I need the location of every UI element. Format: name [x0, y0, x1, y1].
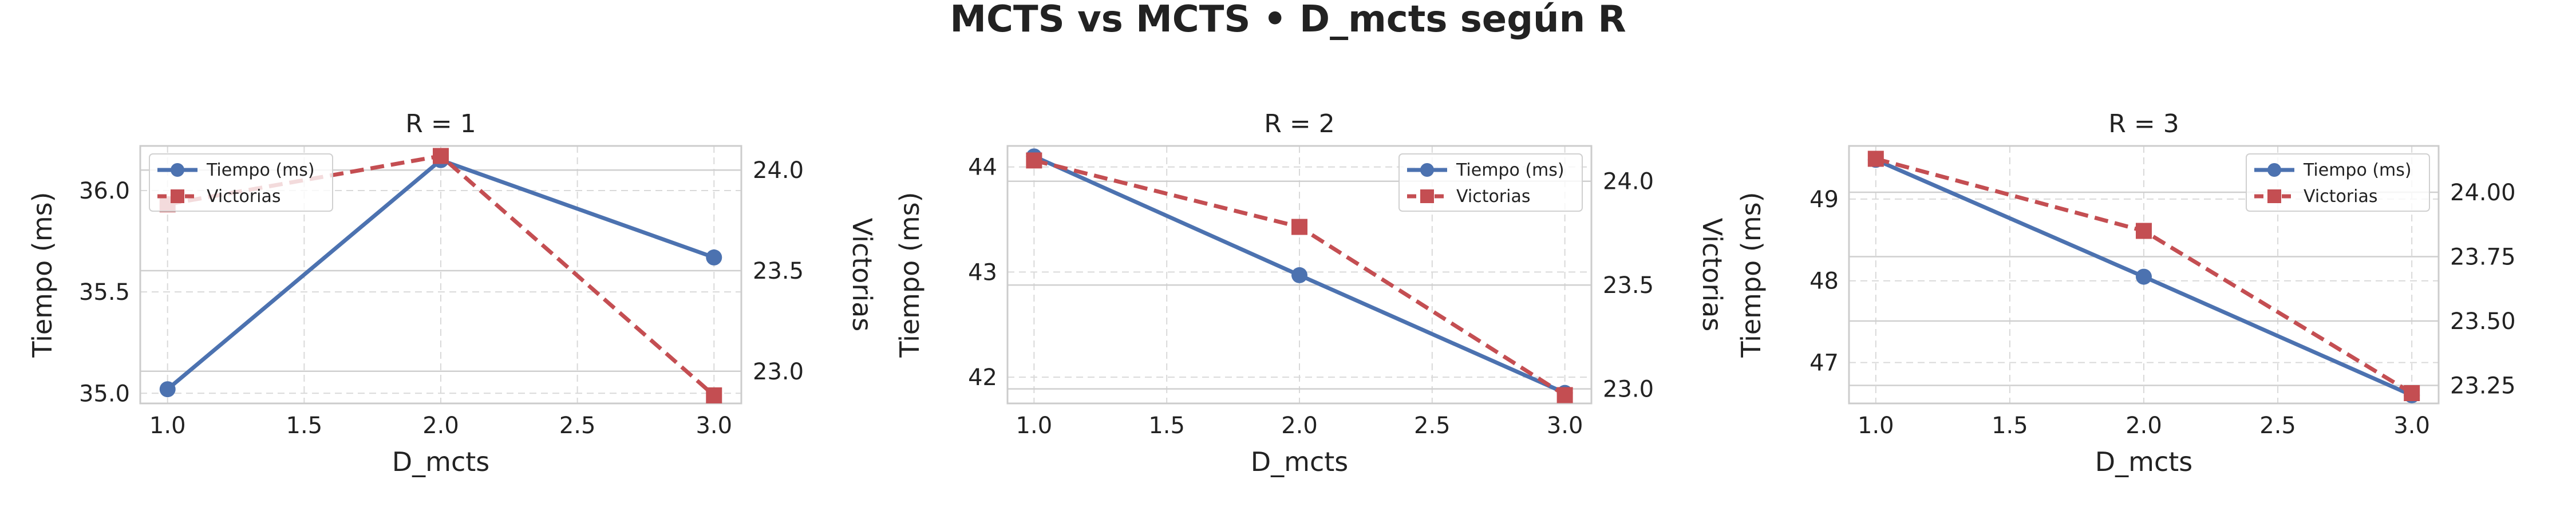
y-left-tick-label: 49 — [1809, 187, 1839, 213]
y-left-tick-label: 48 — [1809, 268, 1839, 295]
x-tick-label: 1.5 — [1992, 413, 2028, 439]
y-right-tick-label: 23.0 — [1603, 377, 1654, 403]
x-axis-label: D_mcts — [2095, 446, 2193, 477]
chart-panel-1: 1.0 1.5 2.0 2.5 3.0 35.0 35.5 36.0 23.0 23.5 24.0 R… — [27, 109, 878, 477]
plot-frame — [1006, 145, 1593, 405]
panel-title: R = 1 — [405, 109, 476, 138]
x-tick-label: 2.5 — [559, 413, 596, 439]
chart-panel-2: 1.0 1.5 2.0 2.5 3.0 42 43 44 23.0 23.5 24.0 R = 2 D_… — [894, 109, 1728, 477]
legend-marker — [1420, 189, 1434, 203]
tiempo-point — [159, 381, 176, 398]
y-left-tick-label: 35.0 — [79, 381, 130, 407]
x-tick-label: 3.0 — [2393, 413, 2430, 439]
x-tick-label: 1.5 — [286, 413, 323, 439]
panel-title: R = 3 — [2108, 109, 2179, 138]
y-right-tick-label: 24.00 — [2450, 180, 2516, 206]
x-tick-label: 1.0 — [149, 413, 186, 439]
x-tick-label: 1.0 — [1858, 413, 1894, 439]
victorias-point — [1867, 150, 1884, 167]
panel-title: R = 2 — [1264, 109, 1334, 138]
victorias-point — [433, 148, 449, 164]
victorias-point — [1556, 387, 1573, 403]
y-left-tick-label: 44 — [968, 154, 997, 181]
legend-marker — [171, 189, 184, 203]
y-right-tick-label: 23.50 — [2450, 308, 2516, 335]
tiempo-point — [2136, 268, 2152, 285]
x-tick-label: 1.5 — [1148, 413, 1185, 439]
victorias-point — [1026, 152, 1042, 169]
legend-marker — [1420, 163, 1434, 177]
legend-label: Tiempo (ms) — [2303, 160, 2412, 180]
tiempo-point — [706, 249, 722, 266]
tiempo-point — [1291, 267, 1307, 283]
y-axis-label-right: Victorias — [847, 218, 878, 332]
victorias-point — [2404, 385, 2420, 401]
y-right-tick-label: 23.5 — [753, 258, 804, 284]
legend-label: Victorias — [1456, 187, 1531, 207]
plot-frame — [139, 145, 742, 405]
y-right-tick-label: 23.75 — [2450, 244, 2516, 271]
y-left-tick-label: 35.5 — [79, 279, 130, 306]
y-axis-label-left: Tiempo (ms) — [894, 192, 925, 358]
x-axis-label: D_mcts — [392, 446, 490, 477]
plot-frame — [1848, 145, 2440, 405]
x-tick-label: 2.0 — [1281, 413, 1318, 439]
legend-label: Victorias — [207, 187, 281, 207]
legend-label: Tiempo (ms) — [206, 160, 315, 180]
legend: Tiempo (ms) Victorias — [1398, 153, 1583, 212]
x-tick-label: 2.5 — [1414, 413, 1451, 439]
legend-marker — [2267, 189, 2281, 203]
x-tick-label: 2.5 — [2259, 413, 2296, 439]
victorias-point — [1291, 219, 1307, 235]
y-right-tick-label: 23.25 — [2450, 373, 2516, 399]
x-tick-label: 2.0 — [2125, 413, 2162, 439]
legend-marker — [171, 163, 184, 177]
chart-panel-3: 1.0 1.5 2.0 2.5 3.0 47 48 49 23.25 23.50 23.75 24.0… — [1736, 109, 2516, 477]
legend: Tiempo (ms) Victorias — [2246, 153, 2430, 212]
x-tick-label: 3.0 — [696, 413, 732, 439]
y-axis-label-right: Victorias — [1697, 218, 1728, 332]
legend-label: Victorias — [2304, 187, 2378, 207]
y-axis-label-left: Tiempo (ms) — [27, 192, 58, 358]
victorias-point — [2136, 223, 2152, 239]
y-left-tick-label: 43 — [968, 259, 997, 286]
y-right-tick-label: 23.5 — [1603, 272, 1654, 299]
y-left-tick-label: 47 — [1809, 350, 1839, 377]
x-tick-label: 3.0 — [1547, 413, 1583, 439]
x-tick-label: 1.0 — [1016, 413, 1053, 439]
legend-label: Tiempo (ms) — [1456, 160, 1564, 180]
figure-title: MCTS vs MCTS • D_mcts según R — [950, 0, 1626, 41]
x-tick-label: 2.0 — [422, 413, 459, 439]
y-right-tick-label: 24.0 — [1603, 169, 1654, 195]
y-left-tick-label: 36.0 — [79, 178, 130, 204]
y-axis-label-left: Tiempo (ms) — [1736, 192, 1767, 358]
y-left-tick-label: 42 — [968, 365, 997, 391]
legend: Tiempo (ms) Victorias — [149, 153, 333, 212]
x-axis-label: D_mcts — [1251, 446, 1349, 477]
y-right-tick-label: 23.0 — [753, 359, 804, 385]
y-right-tick-label: 24.0 — [753, 157, 804, 184]
legend-marker — [2267, 163, 2281, 177]
victorias-point — [706, 387, 722, 403]
